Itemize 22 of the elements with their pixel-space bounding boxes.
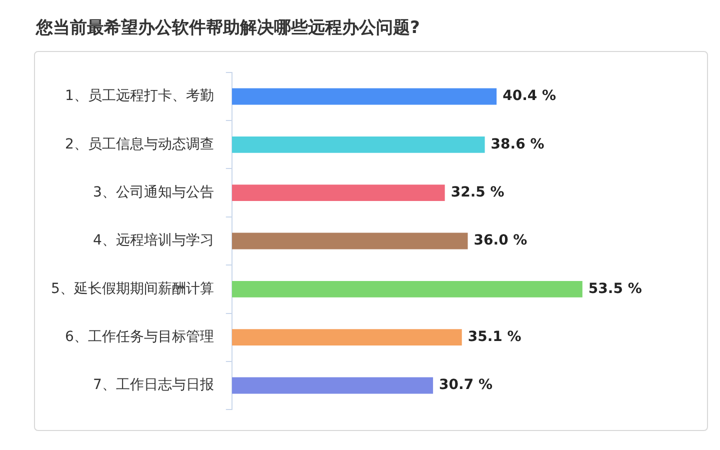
bar xyxy=(232,88,497,105)
bar xyxy=(232,329,462,346)
data-label: 40.4 % xyxy=(502,88,556,104)
bar xyxy=(232,136,485,153)
bar xyxy=(232,184,445,202)
y-tick-label: 5、延长假期期间薪酬计算 xyxy=(50,280,214,297)
y-tick-label: 1、员工远程打卡、考勤 xyxy=(64,88,214,104)
data-label: 53.5 % xyxy=(588,280,642,297)
bar xyxy=(232,377,434,394)
bar xyxy=(232,232,468,250)
y-tick-label: 7、工作日志与日报 xyxy=(92,377,214,394)
y-tick-label: 2、员工信息与动态调查 xyxy=(64,136,214,152)
chart-title: 您当前最希望办公软件帮助解决哪些远程办公问题? xyxy=(34,17,421,40)
data-label: 38.6 % xyxy=(490,136,544,152)
data-label: 35.1 % xyxy=(468,328,522,345)
y-tick-label: 3、公司通知与公告 xyxy=(92,184,214,200)
bar xyxy=(232,280,582,298)
data-label: 36.0 % xyxy=(474,232,528,249)
y-tick-label: 4、远程培训与学习 xyxy=(92,232,214,249)
data-label: 32.5 % xyxy=(450,184,504,200)
y-tick-label: 6、工作任务与目标管理 xyxy=(64,328,214,345)
data-label: 30.7 % xyxy=(439,377,492,394)
